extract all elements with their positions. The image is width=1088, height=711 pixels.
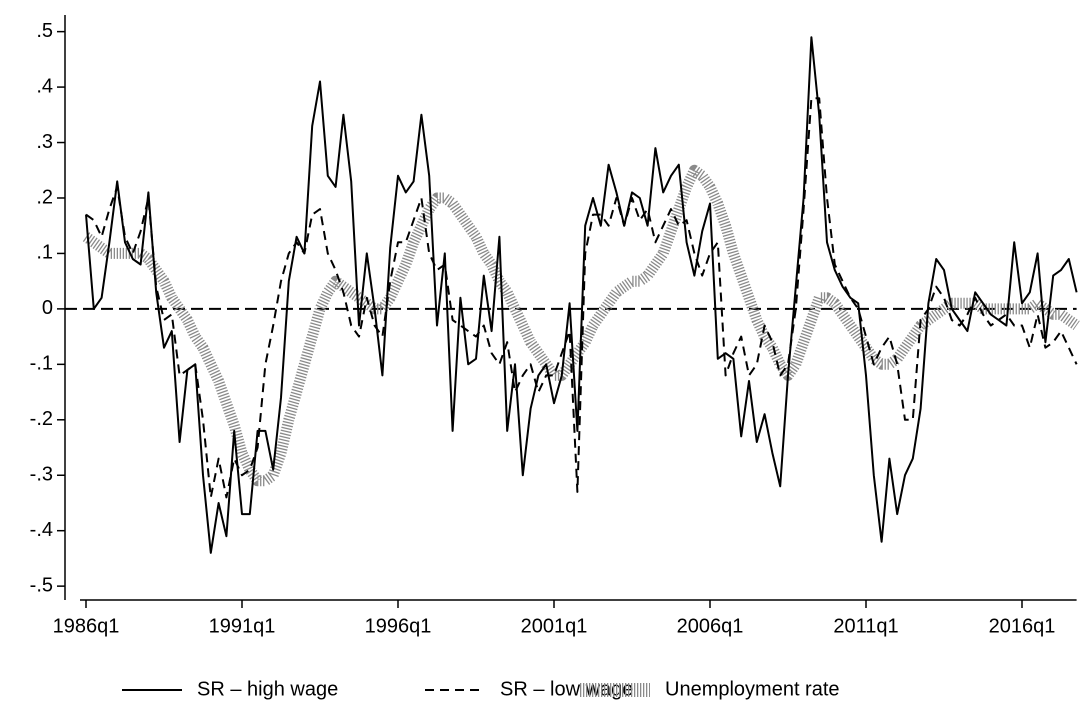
y-tick-label: -.5 (30, 574, 53, 596)
series-line (82, 164, 1080, 487)
x-tick-label: 2016q1 (989, 615, 1056, 637)
x-tick-label: 1986q1 (53, 615, 120, 637)
x-tick-label: 1991q1 (209, 615, 276, 637)
series-line (85, 97, 1078, 499)
y-tick-label: -.3 (30, 464, 53, 486)
legend-label: SR – high wage (197, 678, 338, 700)
series-line (85, 36, 1078, 554)
x-tick-label: 2001q1 (521, 615, 588, 637)
y-tick-label: -.1 (30, 353, 53, 375)
y-tick-label: -.2 (30, 408, 53, 430)
y-tick-label: .5 (36, 20, 53, 42)
y-tick-label: .1 (36, 242, 53, 264)
x-tick-label: 2006q1 (677, 615, 744, 637)
x-tick-label: 2011q1 (833, 615, 898, 637)
y-tick-label: .3 (36, 131, 53, 153)
legend-label: Unemployment rate (665, 678, 840, 700)
y-tick-label: 0 (42, 297, 53, 319)
legend-label: SR – low wage (500, 678, 633, 700)
y-tick-label: .4 (36, 75, 53, 97)
y-tick-label: -.4 (30, 519, 53, 541)
x-tick-label: 1996q1 (365, 615, 432, 637)
y-tick-label: .2 (36, 186, 53, 208)
